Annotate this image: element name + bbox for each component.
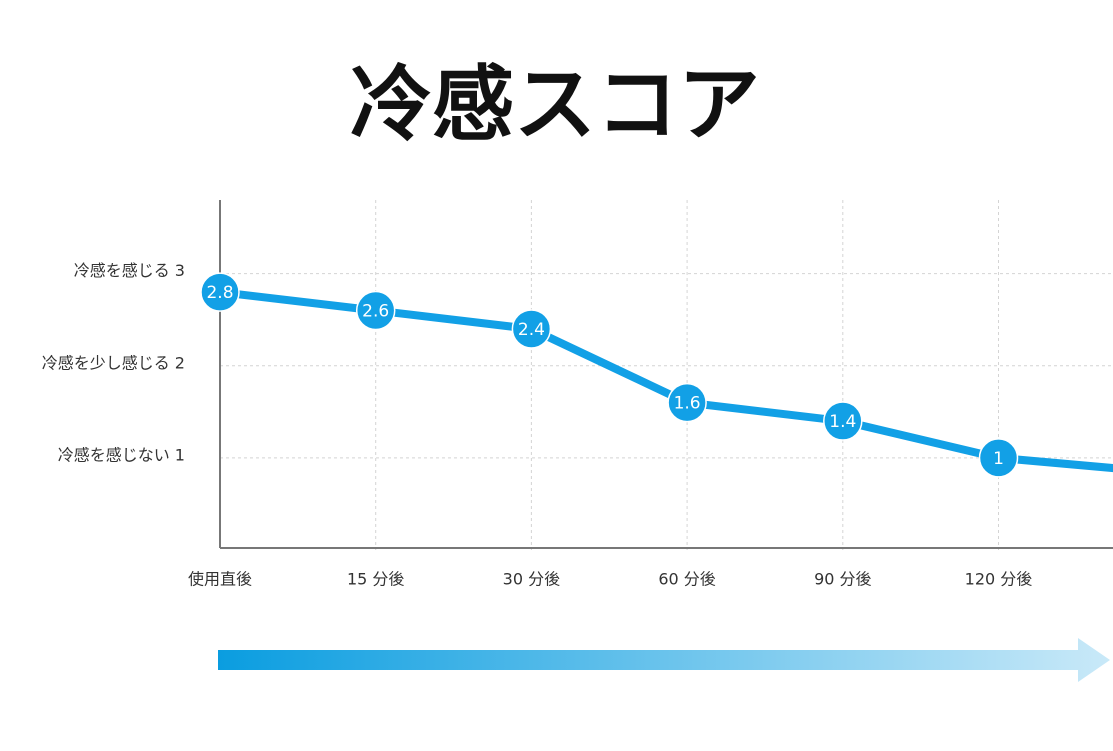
time-arrow — [218, 638, 1110, 682]
chart-title: 冷感スコア — [350, 57, 760, 152]
x-tick-label: 90 分後 — [814, 570, 871, 589]
data-point — [978, 438, 1019, 478]
y-tick-label: 冷感を感じる 3 — [74, 261, 185, 280]
data-point — [200, 272, 240, 312]
plot-area: 冷感を感じない 1 冷感を少し感じる 2 冷感を感じる 3 使用直後 15 分後 30 分… — [42, 200, 1113, 589]
data-point — [823, 401, 863, 441]
data-label: 2.4 — [518, 320, 545, 340]
data-line — [219, 288, 1113, 473]
data-label: 1 — [993, 449, 1004, 469]
data-label: 1.4 — [829, 412, 856, 432]
data-label: 1.6 — [674, 394, 701, 414]
x-tick-label: 60 分後 — [658, 570, 715, 589]
x-tick-label: 30 分後 — [503, 570, 560, 589]
data-point — [511, 309, 552, 349]
x-tick-label: 使用直後 — [188, 570, 252, 589]
data-label: 2.6 — [362, 302, 389, 322]
data-point — [667, 382, 707, 423]
x-tick-label: 15 分後 — [347, 570, 404, 589]
y-tick-label: 冷感を少し感じる 2 — [42, 353, 185, 372]
y-tick-label: 冷感を感じない 1 — [58, 445, 185, 464]
data-label: 2.8 — [206, 283, 233, 303]
x-tick-label: 120 分後 — [965, 570, 1033, 589]
data-point — [355, 290, 396, 331]
